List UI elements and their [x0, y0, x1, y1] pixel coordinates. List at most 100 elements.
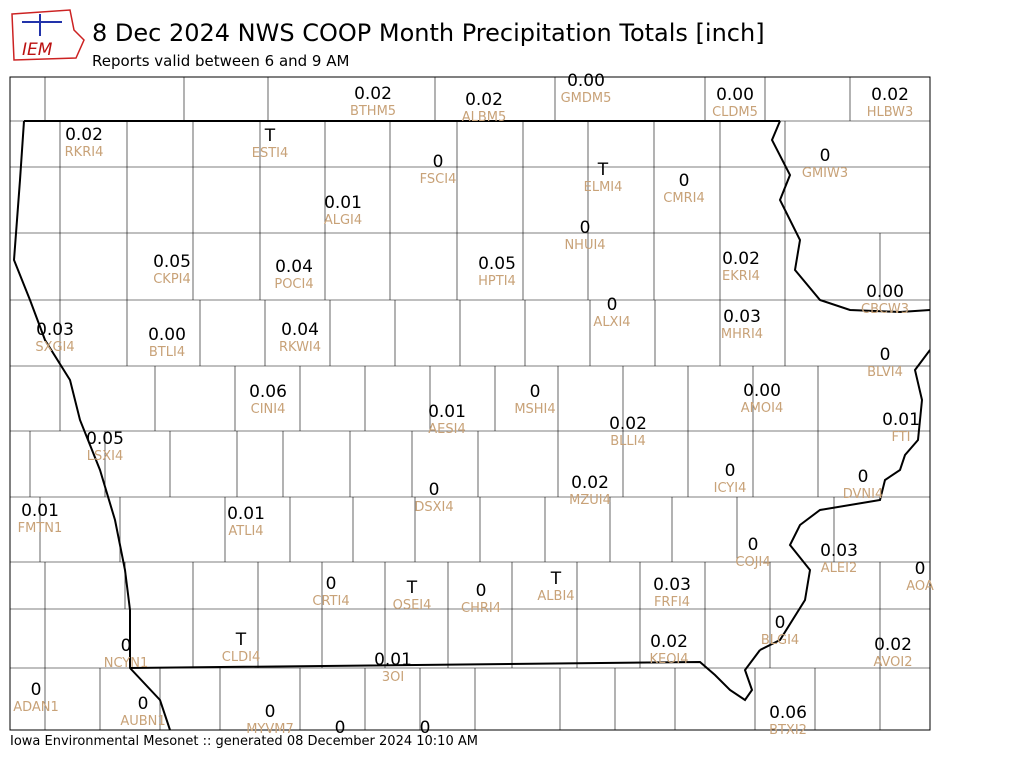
- station-value: T: [597, 160, 609, 180]
- station-id: COJI4: [735, 555, 770, 570]
- station-id: ALBM5: [462, 110, 507, 125]
- station-id: ADAN1: [13, 700, 59, 715]
- station-value: 0.01: [21, 501, 59, 521]
- station-id: EKRI4: [722, 269, 760, 284]
- station-value: 0.03: [723, 307, 761, 327]
- station-value: 0: [915, 559, 926, 579]
- station-id: BTXI2: [769, 723, 807, 738]
- station-id: DSXI4: [414, 500, 453, 515]
- station-id: RKRI4: [65, 145, 104, 160]
- station-value: 0: [580, 218, 591, 238]
- state-borders: [12, 120, 930, 730]
- station-value: 0.02: [609, 414, 647, 434]
- station-value: 0: [748, 535, 759, 555]
- station-id: BLGI4: [761, 633, 799, 648]
- station-id: DVNI4: [843, 487, 884, 502]
- station-id: HPTI4: [478, 274, 516, 289]
- station-value: 0.00: [716, 85, 754, 105]
- logo-text: IEM: [22, 40, 53, 60]
- station-id: NCYN1: [104, 656, 149, 671]
- station-value: 0.03: [653, 575, 691, 595]
- station-id: ICYI4: [714, 481, 747, 496]
- station-id: CINI4: [251, 402, 286, 417]
- station-value: 0: [858, 467, 869, 487]
- station-value: 0.00: [567, 71, 605, 91]
- station-id: BTLI4: [149, 345, 185, 360]
- station-id: CMRI4: [663, 191, 704, 206]
- station-value: 0.01: [227, 504, 265, 524]
- station-value: 0: [335, 718, 346, 738]
- station-value: 0.02: [722, 249, 760, 269]
- station-value: 0: [429, 480, 440, 500]
- station-id: MZUI4: [569, 493, 611, 508]
- station-value: 0.04: [281, 320, 319, 340]
- station-value: 0.06: [249, 382, 287, 402]
- station-value: 0.03: [820, 541, 858, 561]
- station-id: ALXI4: [593, 315, 630, 330]
- station-id: CRTI4: [312, 594, 349, 609]
- station-value: 0: [820, 146, 831, 166]
- station-id: RKWI4: [279, 340, 321, 355]
- station-id: CLDM5: [712, 105, 758, 120]
- station-id: MYVM7: [246, 722, 294, 737]
- station-id: MHRI4: [721, 327, 763, 342]
- station-value: 0: [880, 345, 891, 365]
- station-id: OSEI4: [393, 598, 432, 613]
- station-value: 0: [326, 574, 337, 594]
- station-value: 0: [607, 295, 618, 315]
- title: 8 Dec 2024 NWS COOP Month Precipitation …: [92, 19, 765, 47]
- station-value: 0: [433, 152, 444, 172]
- map-frame: [9, 76, 931, 731]
- footer: Iowa Environmental Mesonet :: generated …: [10, 734, 478, 749]
- station-id: CBCW3: [861, 302, 909, 317]
- station-value: 0.02: [571, 473, 609, 493]
- station-value: 0: [725, 461, 736, 481]
- station-value: 0.03: [36, 320, 74, 340]
- station-value: 0: [679, 171, 690, 191]
- station-value: 0.02: [650, 632, 688, 652]
- station-value: 0: [775, 613, 786, 633]
- station-id: AVOI2: [873, 655, 912, 670]
- station-value: T: [550, 569, 562, 589]
- station-value: 0.02: [465, 90, 503, 110]
- station-id: BTHM5: [350, 104, 396, 119]
- station-id: AMOI4: [741, 401, 783, 416]
- station-id: ALGI4: [324, 213, 362, 228]
- station-value: 0.02: [354, 84, 392, 104]
- station-id: MSHI4: [514, 402, 555, 417]
- subtitle: Reports valid between 6 and 9 AM: [92, 52, 349, 70]
- station-id: 3OI: [382, 670, 404, 685]
- station-value: 0.02: [874, 635, 912, 655]
- station-id: AOA: [906, 579, 934, 594]
- station-value: 0: [476, 581, 487, 601]
- station-id: BLVI4: [867, 365, 903, 380]
- station-value: 0.00: [743, 381, 781, 401]
- station-id: KEOI4: [649, 652, 688, 667]
- station-value: 0.01: [428, 402, 466, 422]
- station-id: CLDI4: [222, 650, 260, 665]
- station-value: 0: [31, 680, 42, 700]
- station-value: 0.06: [769, 703, 807, 723]
- station-value: 0: [420, 718, 431, 738]
- station-id: GMIW3: [802, 166, 848, 181]
- station-id: CKPI4: [153, 272, 191, 287]
- station-id: HLBW3: [867, 105, 914, 120]
- station-value: 0.01: [324, 193, 362, 213]
- station-value: 0.05: [478, 254, 516, 274]
- station-id: FMTN1: [18, 521, 63, 536]
- station-id: FTI: [891, 430, 910, 445]
- station-value: 0.02: [65, 125, 103, 145]
- station-id: LSXI4: [87, 449, 124, 464]
- station-id: BLLI4: [610, 434, 646, 449]
- station-value: 0.04: [275, 257, 313, 277]
- station-id: CHRI4: [461, 601, 501, 616]
- station-id: ESTI4: [252, 146, 289, 161]
- station-id: ALEI2: [821, 561, 857, 576]
- station-value: T: [264, 126, 276, 146]
- station-value: 0.01: [374, 650, 412, 670]
- logo: IEM: [11, 9, 85, 61]
- station-value: 0.05: [86, 429, 124, 449]
- station-value: 0: [265, 702, 276, 722]
